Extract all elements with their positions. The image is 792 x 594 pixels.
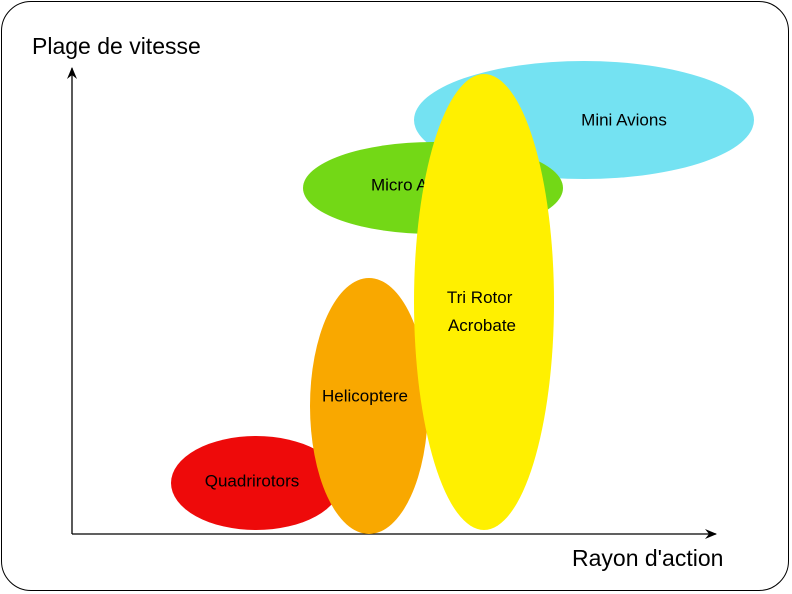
zone-tri-rotor-acrobate-label-line-2: Acrobate (448, 316, 516, 335)
zone-quadrirotors: Quadrirotors (171, 436, 341, 530)
x-axis-title: Rayon d'action (572, 545, 723, 571)
zone-helicoptere-label: Helicoptere (322, 386, 408, 405)
zone-quadrirotors-shape (171, 436, 341, 530)
zone-quadrirotors-label: Quadrirotors (205, 471, 299, 490)
zone-tri-rotor-acrobate: Tri Rotor Acrobate (414, 74, 554, 530)
zone-tri-rotor-acrobate-label-line-1: Tri Rotor (447, 288, 513, 307)
y-axis-title: Plage de vitesse (32, 33, 201, 59)
zone-helicoptere: Helicoptere (310, 278, 428, 534)
zone-tri-rotor-acrobate-shape (414, 74, 554, 530)
zone-tri-rotor-acrobate-label: Tri Rotor Acrobate (447, 288, 517, 335)
zone-mini-avions-label: Mini Avions (581, 110, 667, 129)
zone-helicoptere-shape (310, 278, 428, 534)
